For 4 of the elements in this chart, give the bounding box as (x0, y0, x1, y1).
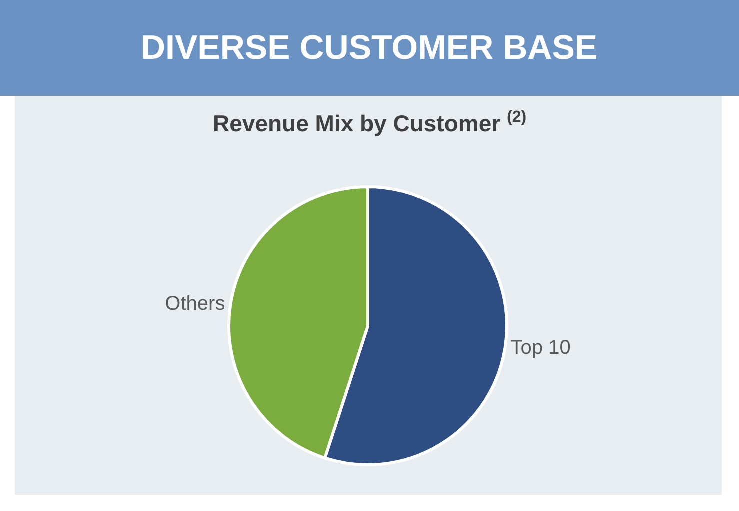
slice-label: Others (165, 292, 226, 315)
chart-title: DIVERSE CUSTOMER BASE (141, 29, 598, 67)
chart-subtitle: Revenue Mix by Customer $^{(2)}$ (213, 108, 527, 137)
slice-label: Top 10 (510, 337, 571, 360)
